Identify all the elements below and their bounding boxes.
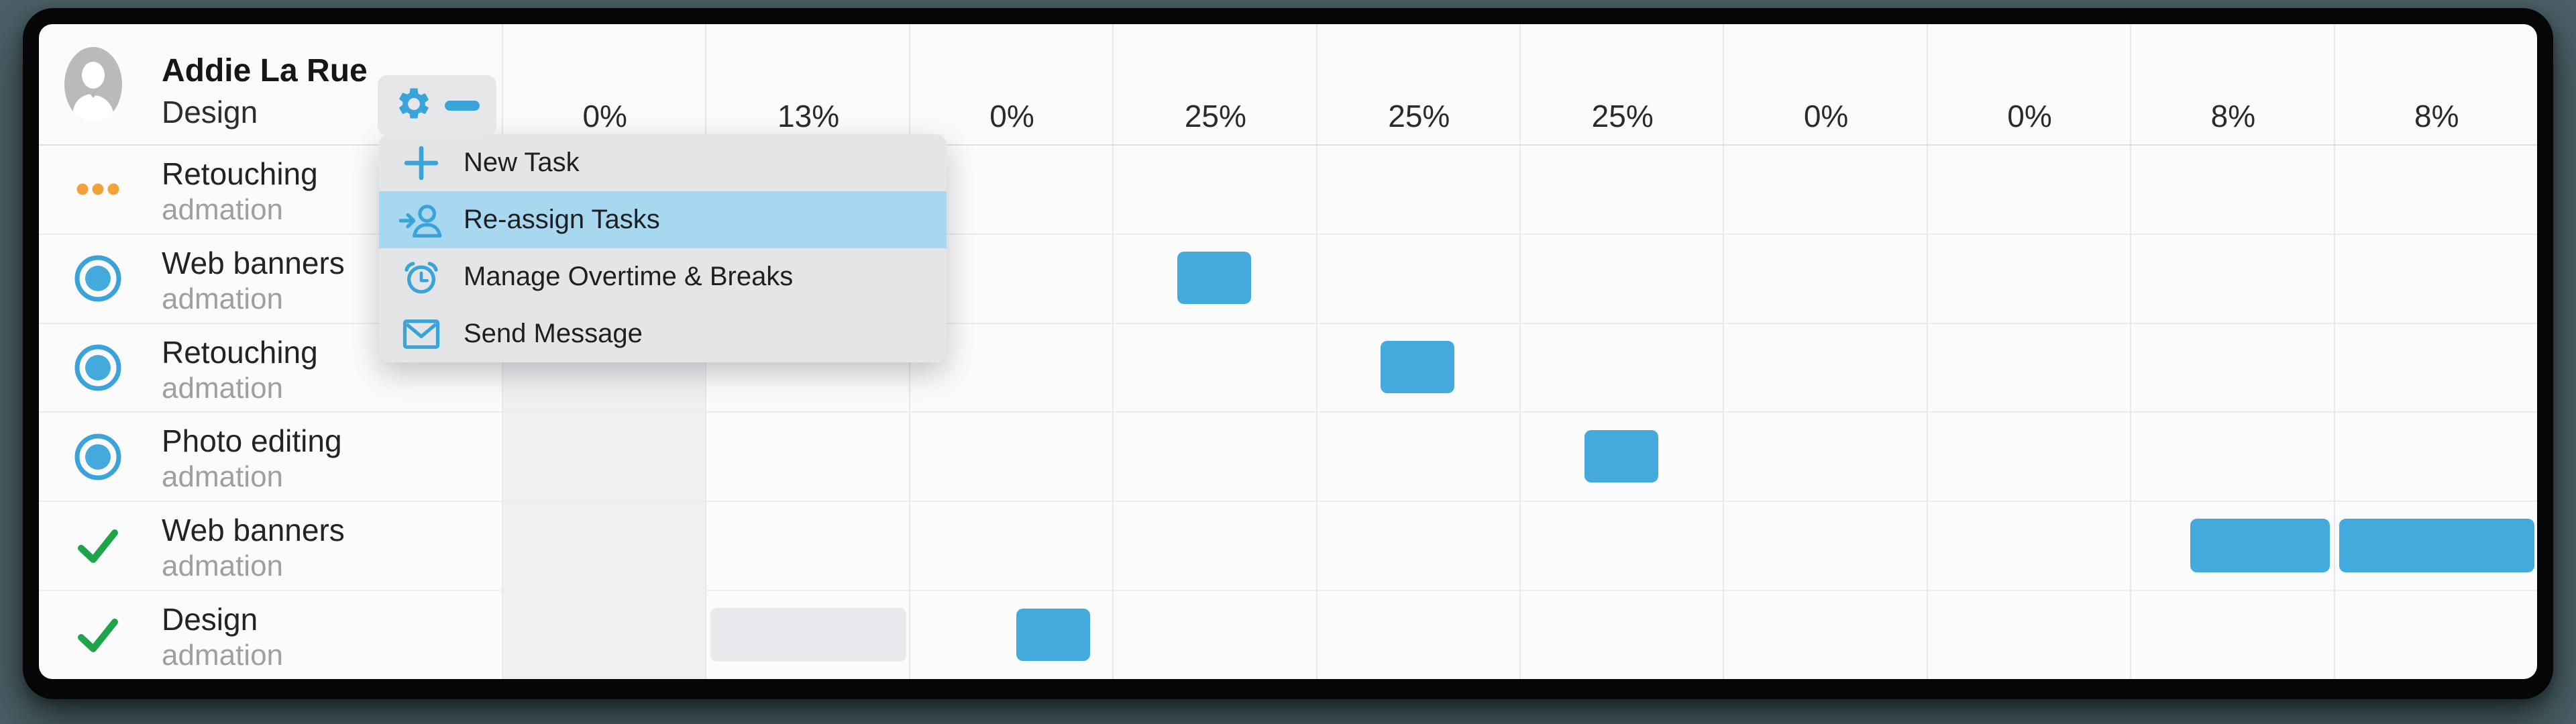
task-bar[interactable] — [2190, 518, 2330, 572]
task-project: admation — [162, 371, 284, 405]
mail-icon — [399, 319, 443, 350]
plus-icon — [399, 145, 443, 181]
task-bar[interactable] — [1177, 252, 1251, 305]
task-title: Photo editing — [162, 423, 342, 459]
task-row[interactable]: Design admation — [39, 590, 2537, 679]
utilization-percent: 0% — [582, 99, 627, 134]
day-column[interactable]: 0% — [1723, 24, 1927, 679]
day-column[interactable]: 0% — [1926, 24, 2131, 679]
task-title: Design — [162, 602, 258, 637]
radio-icon — [74, 254, 122, 303]
utilization-percent: 25% — [1184, 99, 1246, 134]
task-row[interactable]: Web banners admation — [39, 501, 2537, 590]
utilization-percent: 13% — [777, 99, 840, 134]
task-row[interactable]: Retouching admation — [39, 322, 2537, 412]
task-text: Web banners admation — [162, 244, 345, 317]
task-bar[interactable] — [2339, 518, 2534, 572]
utilization-percent: 25% — [1591, 99, 1654, 134]
utilization-percent: 8% — [2210, 99, 2256, 134]
day-column[interactable]: 25% — [1316, 24, 1521, 679]
task-text: Photo editing admation — [162, 422, 342, 495]
task-text: Design admation — [162, 601, 283, 673]
day-column[interactable]: 25% — [1519, 24, 1724, 679]
task-row[interactable]: Web banners admation — [39, 233, 2537, 323]
day-column[interactable]: 25% — [1112, 24, 1317, 679]
window-frame: 0% 13% 0% 25% 25% 25% 0% 0% 8% 8% Retouching admati… — [23, 8, 2553, 699]
task-bar[interactable] — [1016, 608, 1090, 661]
radio-icon — [74, 433, 122, 481]
alarm-icon — [399, 258, 443, 296]
day-column[interactable]: 8% — [2333, 24, 2537, 679]
ellipsis-icon — [74, 183, 122, 196]
task-text: Retouching admation — [162, 333, 318, 406]
utilization-percent: 25% — [1388, 99, 1450, 134]
utilization-percent: 0% — [2007, 99, 2052, 134]
minus-icon[interactable] — [444, 100, 480, 111]
settings-button[interactable] — [378, 75, 496, 136]
utilization-percent: 8% — [2414, 99, 2459, 134]
avatar — [64, 47, 122, 125]
task-project: admation — [162, 282, 284, 315]
menu-item-manage-overtime-breaks[interactable]: Manage Overtime & Breaks — [379, 248, 947, 305]
menu-item-label: Re-assign Tasks — [464, 205, 660, 234]
check-icon — [74, 616, 122, 655]
menu-item-label: Manage Overtime & Breaks — [464, 262, 794, 291]
gear-icon[interactable] — [395, 85, 433, 126]
person-icon — [64, 47, 122, 125]
task-title: Web banners — [162, 513, 345, 548]
task-title: Web banners — [162, 245, 345, 280]
task-row[interactable]: Photo editing admation — [39, 411, 2537, 501]
task-title: Retouching — [162, 334, 318, 370]
task-row[interactable]: Retouching admation — [39, 144, 2537, 234]
placeholder-bar[interactable] — [710, 607, 906, 662]
task-project: admation — [162, 460, 284, 494]
utilization-percent: 0% — [1803, 99, 1849, 134]
radio-icon — [74, 344, 122, 392]
task-text: Retouching admation — [162, 155, 318, 227]
task-title: Retouching — [162, 156, 318, 191]
menu-item-send-message[interactable]: Send Message — [379, 305, 947, 362]
task-project: admation — [162, 550, 284, 583]
user-name: Addie La Rue — [162, 53, 368, 89]
context-menu: New Task Re-assign Tasks Manage Overtime… — [379, 134, 947, 362]
menu-item-re-assign-tasks[interactable]: Re-assign Tasks — [379, 191, 947, 248]
user-role: Design — [162, 95, 258, 130]
task-project: admation — [162, 193, 284, 226]
menu-item-label: Send Message — [464, 319, 643, 348]
menu-item-label: New Task — [464, 148, 580, 177]
utilization-percent: 0% — [989, 99, 1034, 134]
day-column[interactable]: 8% — [2130, 24, 2334, 679]
menu-item-new-task[interactable]: New Task — [379, 134, 947, 191]
task-bar[interactable] — [1381, 341, 1455, 394]
task-text: Web banners admation — [162, 511, 345, 584]
reassign-icon — [399, 201, 443, 240]
task-project: admation — [162, 639, 284, 672]
schedule-panel: 0% 13% 0% 25% 25% 25% 0% 0% 8% 8% Retouching admati… — [39, 24, 2537, 679]
task-bar[interactable] — [1584, 429, 1658, 482]
check-icon — [74, 527, 122, 566]
